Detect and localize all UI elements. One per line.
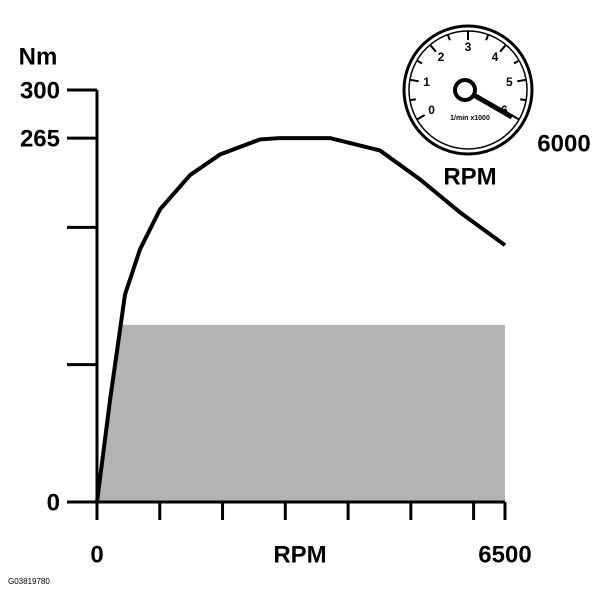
gauge-tick <box>409 98 416 102</box>
gauge-unit: 1/min x1000 <box>450 115 490 122</box>
gauge: 0123456 1/min x1000 6000 RPM <box>402 24 591 190</box>
gauge-max: 6000 <box>537 130 590 157</box>
y-tick-label: 300 <box>20 77 60 104</box>
gauge-scale-label: 5 <box>506 75 513 89</box>
figure-id: G03819780 <box>8 577 50 586</box>
gauge-tick <box>416 59 423 65</box>
gauge-scale-label: 1 <box>423 75 430 89</box>
gauge-tick <box>499 44 507 53</box>
gauge-hub <box>453 78 477 102</box>
gauge-scale-label: 4 <box>492 50 499 64</box>
x-tick-label: 0 <box>90 541 103 568</box>
x-tick-label: 6500 <box>478 541 531 568</box>
gauge-tick <box>429 44 437 53</box>
y-tick-label: 0 <box>47 489 60 516</box>
gauge-scale-label: 2 <box>438 50 445 64</box>
gauge-tick <box>513 59 520 65</box>
y-tick-label: 265 <box>20 125 60 152</box>
gauge-scale-label: 0 <box>428 103 435 117</box>
gauge-tick <box>416 114 426 121</box>
gauge-tick <box>409 78 419 83</box>
line <box>95 136 507 503</box>
x-axis-label: RPM <box>273 541 326 568</box>
gauge-tick <box>485 34 490 41</box>
gauge-label: RPM <box>443 163 496 190</box>
y-axis-label: Nm <box>19 43 58 70</box>
gauge-tick <box>520 98 527 102</box>
gauge-tick <box>517 78 527 83</box>
gauge-scale-label: 3 <box>465 40 472 54</box>
gauge-tick <box>446 34 451 41</box>
area <box>97 324 505 502</box>
